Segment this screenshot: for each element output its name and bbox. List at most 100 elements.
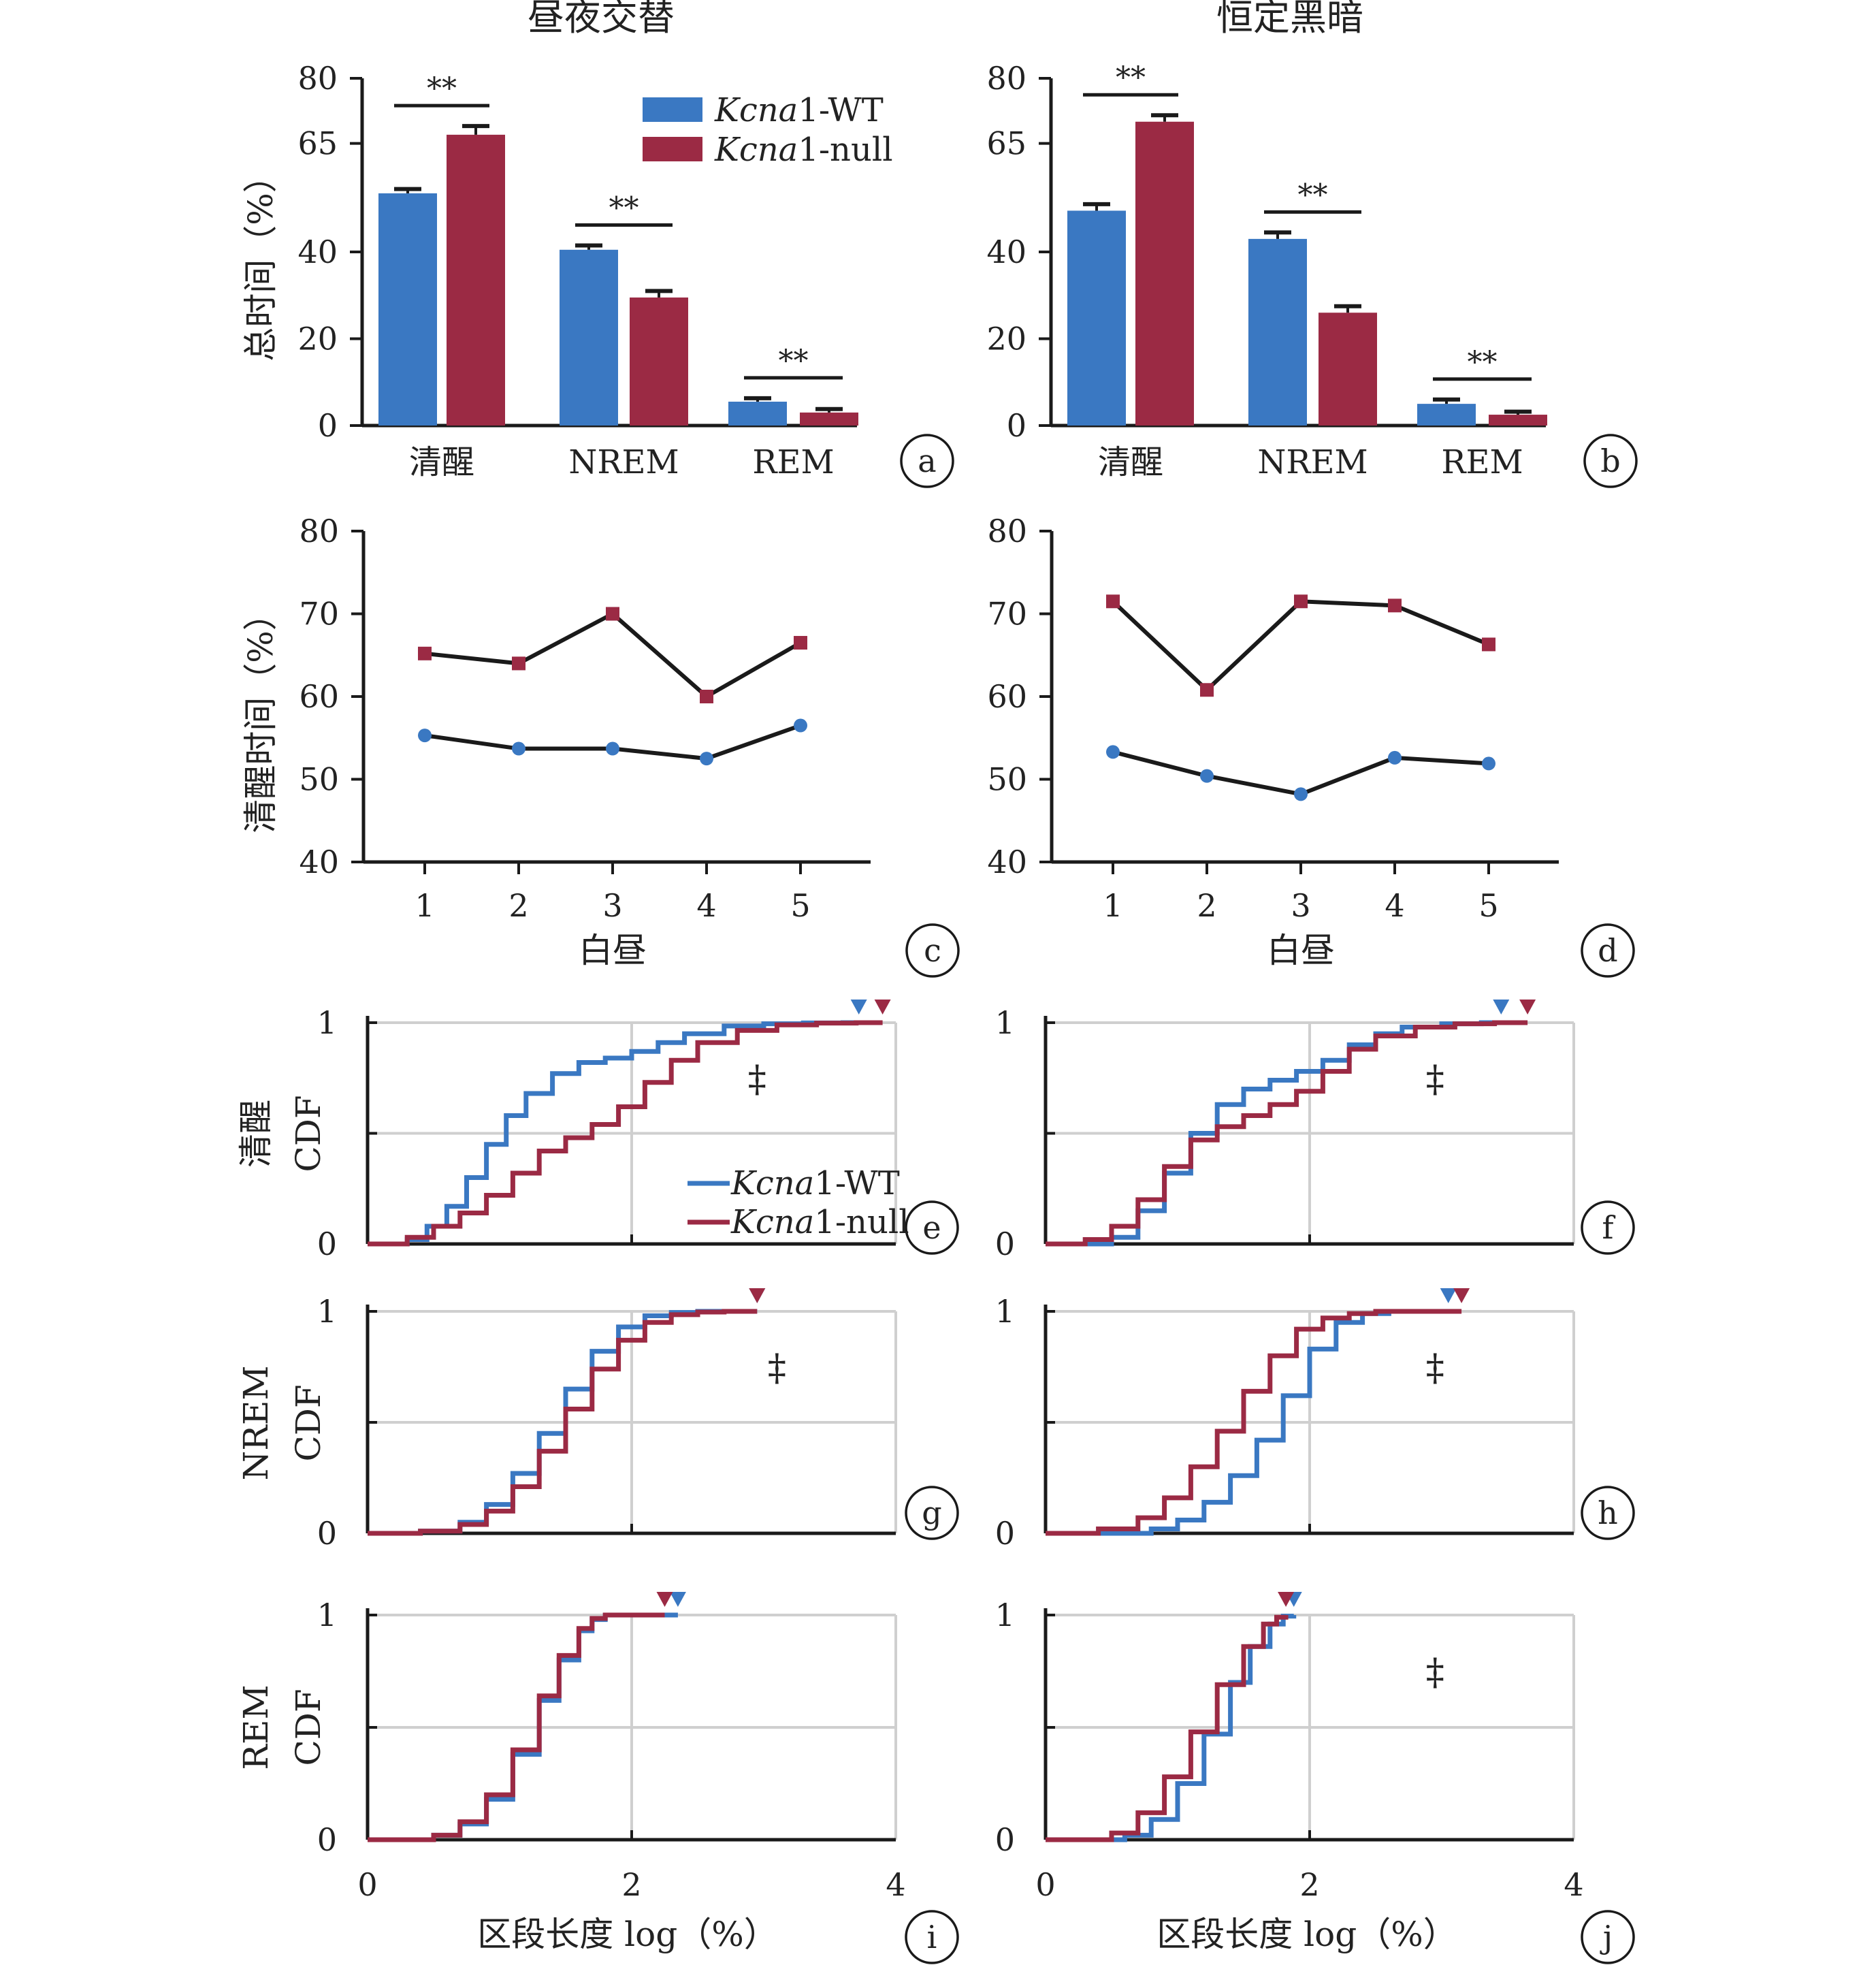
panel-label-f: f (1602, 1209, 1615, 1246)
panel-b-x-label-0: 清醒 (1098, 443, 1163, 481)
panel-a-y-tick-label-65: 65 (297, 125, 338, 162)
panel-d-x-tick-label-2: 2 (1197, 887, 1216, 924)
panel-label-i: i (927, 1919, 937, 1955)
panel-label-a-circle (900, 434, 954, 488)
panel-a-x-label-2: REM (752, 443, 834, 481)
panel-j-end-marker-null (1278, 1592, 1295, 1607)
panel-d-point-null-0 (1106, 594, 1120, 609)
panel-d-point-null-1 (1200, 683, 1214, 697)
panel-b-bar-wt-2 (1417, 404, 1476, 426)
panel-c-point-wt-0 (418, 729, 432, 743)
panel-d-point-wt-2 (1294, 787, 1308, 801)
panel-a-bar-wt-1 (560, 249, 618, 426)
panel-label-e: e (922, 1209, 941, 1246)
panel-b-sig-1: ** (1298, 178, 1328, 212)
panel-e-sig: ‡ (748, 1057, 766, 1100)
cdf-rem-y-title-2: CDF (289, 1689, 328, 1766)
panel-e-cdf-wt (368, 1020, 859, 1247)
panel-label-c-circle (905, 923, 960, 978)
panel-g-y-tick-label-0: 0 (317, 1515, 337, 1552)
panel-g-cdf-null (368, 1309, 758, 1536)
panel-label-f-circle (1581, 1200, 1635, 1255)
panel-j-y-tick-label-0: 0 (995, 1821, 1015, 1858)
panel-c-point-null-3 (700, 690, 713, 703)
panel-label-i-circle (905, 1910, 959, 1964)
panel-c-point-wt-2 (606, 741, 619, 756)
panel-c-point-null-0 (418, 646, 432, 660)
panel-label-j: j (1600, 1919, 1613, 1955)
panel-b-bar-null-1 (1319, 313, 1377, 426)
panel-b-bar-null-2 (1489, 415, 1547, 426)
panel-c-point-wt-3 (700, 752, 713, 766)
panel-b-sig-2: ** (1468, 345, 1498, 380)
panel-d-point-null-4 (1482, 637, 1495, 652)
panel-d-y-tick-label-50: 50 (987, 761, 1027, 798)
panel-h-y-tick-label-0: 0 (995, 1515, 1015, 1552)
panel-label-b-circle (1583, 434, 1638, 488)
panel-j-x-tick-label-4: 4 (1564, 1866, 1583, 1903)
panel-a-y-tick-label-0: 0 (318, 407, 338, 444)
panel-j-cdf-null (1046, 1614, 1289, 1842)
panel-c-x-tick-label-3: 3 (602, 887, 622, 924)
panel-label-h: h (1598, 1495, 1618, 1531)
cdf-legend-wt-label: Kcna1-WT (730, 1164, 900, 1202)
panel-a-y-tick-label-80: 80 (297, 60, 338, 97)
panel-d-y-tick-label-70: 70 (987, 596, 1027, 633)
title-right: 恒定黑暗 (1216, 0, 1363, 39)
panel-i-x-tick-label-4: 4 (886, 1866, 905, 1903)
panel-d-point-wt-4 (1482, 756, 1495, 771)
panel-a-y-tick-label-40: 40 (297, 234, 338, 270)
panel-e-y-tick-label-0: 0 (317, 1226, 337, 1262)
panel-i-x-tick-label-2: 2 (621, 1866, 641, 1903)
panel-i-end-marker-null (656, 1592, 673, 1607)
panel-label-e-circle (905, 1200, 959, 1255)
legend-wt-swatch (643, 97, 702, 122)
panel-g-y-tick-label-1: 1 (317, 1293, 337, 1330)
panel-a-bar-null-1 (630, 297, 688, 426)
panel-b-bar-wt-0 (1067, 210, 1126, 426)
legend-null-swatch (643, 137, 702, 161)
panel-label-g-circle (905, 1486, 959, 1540)
panel-i-x-tick-label-0: 0 (357, 1866, 377, 1903)
panel-b-y-tick-label-65: 65 (986, 125, 1026, 162)
panel-f-sig: ‡ (1426, 1057, 1444, 1100)
panel-h-end-marker-null (1453, 1288, 1470, 1303)
panel-c-x-tick-label-2: 2 (508, 887, 528, 924)
panel-b-y-tick-label-40: 40 (986, 234, 1026, 270)
panel-d-point-wt-1 (1200, 769, 1214, 783)
panel-c-y-tick-label-60: 60 (299, 678, 339, 715)
panel-e-cdf-null (368, 1020, 883, 1247)
panel-h-cdf-null (1046, 1309, 1462, 1536)
panel-h-sig: ‡ (1426, 1347, 1444, 1390)
panel-c-y-tick-label-70: 70 (299, 596, 339, 633)
line-y-axis-title: 清醒时间（%） (241, 596, 280, 833)
panel-h-end-marker-wt (1440, 1288, 1457, 1303)
panel-label-j-circle (1581, 1910, 1635, 1964)
panel-c-line-null (424, 611, 802, 699)
panel-a-y-tick-label-20: 20 (297, 321, 338, 357)
panel-d-y-tick-label-60: 60 (987, 678, 1027, 715)
panel-g-sig: ‡ (768, 1347, 786, 1390)
panel-i-y-tick-label-0: 0 (317, 1821, 337, 1858)
panel-c-x-tick-label-5: 5 (790, 887, 810, 924)
panel-c-point-null-4 (794, 636, 807, 650)
title-left: 昼夜交替 (528, 0, 675, 39)
panel-label-d: d (1598, 932, 1617, 969)
panel-c-x-tick-label-1: 1 (415, 887, 434, 924)
legend-null-label: Kcna1-null (714, 131, 893, 169)
panel-a-bar-null-0 (447, 134, 505, 426)
panel-d-x-tick-label-1: 1 (1103, 887, 1122, 924)
bar-y-axis-title: 总时间（%） (241, 159, 280, 362)
cdf-wake-y-title-1: 清醒 (236, 1100, 276, 1168)
panel-label-g: g (922, 1495, 941, 1531)
panel-c-y-tick-label-50: 50 (299, 761, 339, 798)
panel-a-sig-0: ** (427, 71, 457, 106)
panel-i-y-tick-label-1: 1 (317, 1597, 337, 1633)
panel-e-y-tick-label-1: 1 (317, 1004, 337, 1041)
panel-b-y-tick-label-80: 80 (986, 60, 1026, 97)
cdf-wake-y-title-2: CDF (289, 1095, 328, 1172)
panel-c-x-tick-label-4: 4 (696, 887, 716, 924)
panel-b-y-tick-label-20: 20 (986, 321, 1026, 357)
panel-a-bar-null-2 (800, 412, 858, 426)
